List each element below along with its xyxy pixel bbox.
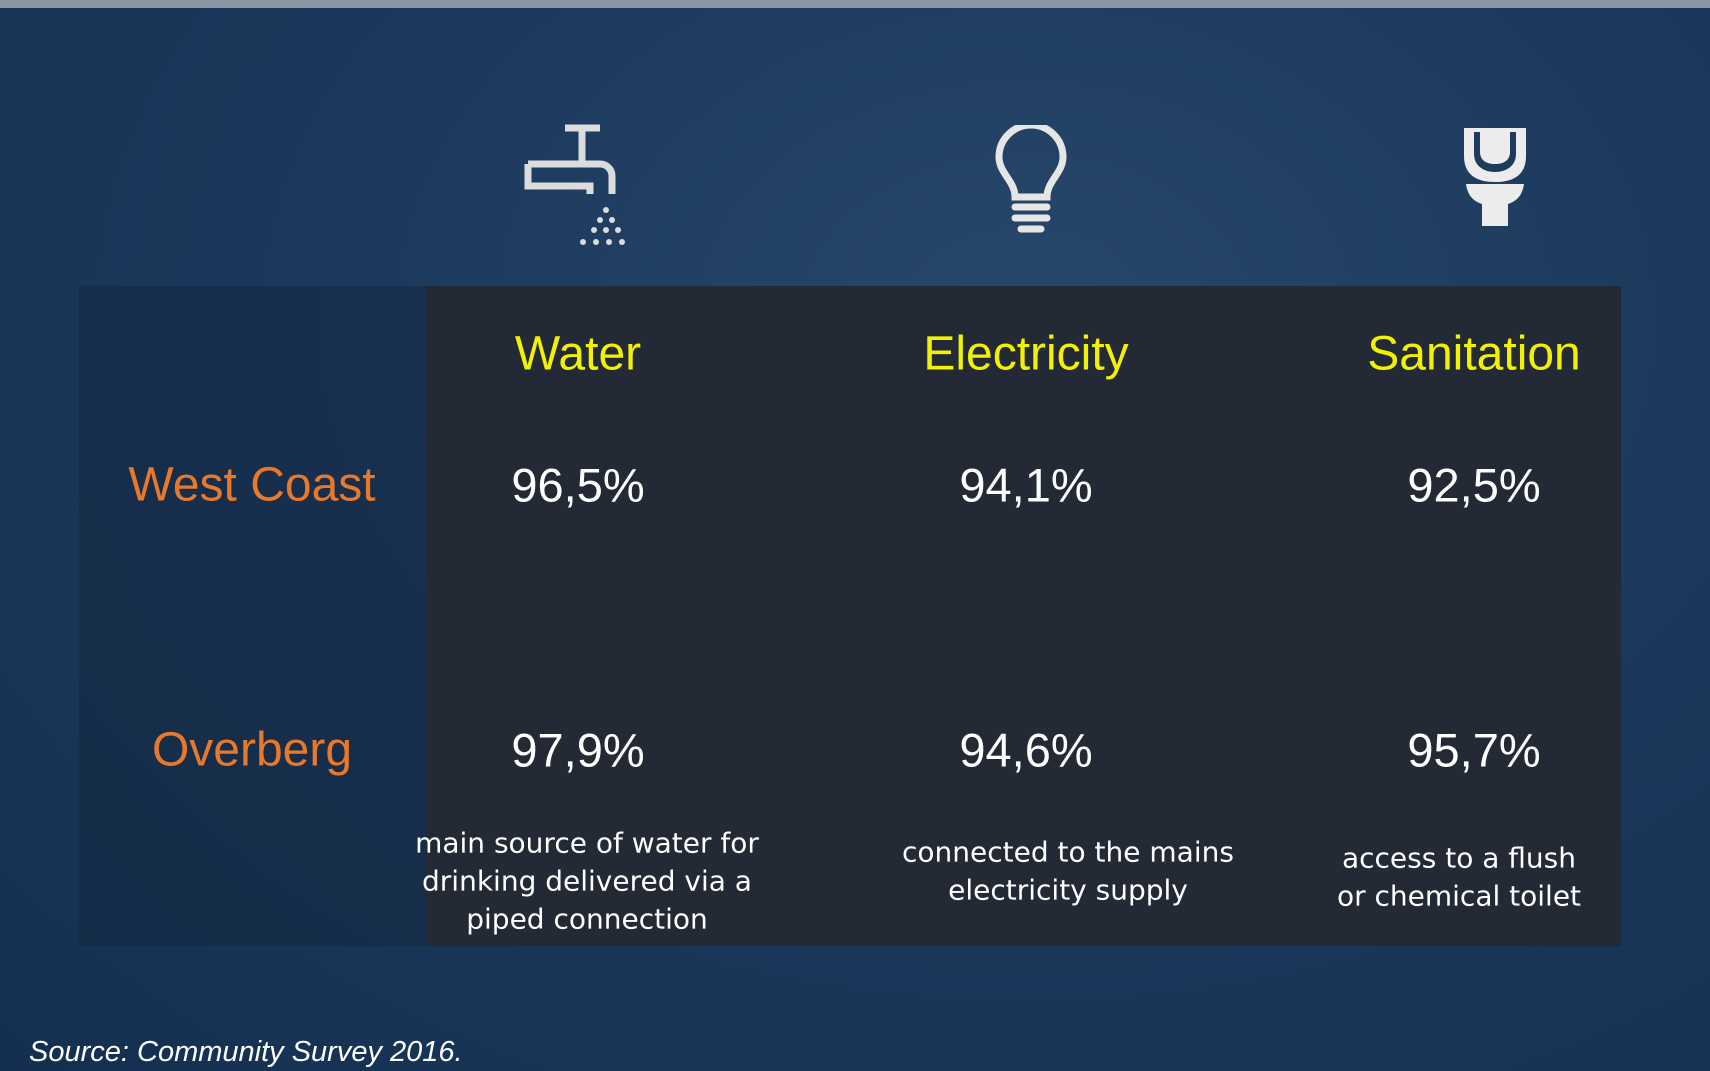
bulb-icon (995, 125, 1067, 237)
top-bar (0, 0, 1710, 8)
column-note: or chemical toilet (1337, 880, 1581, 913)
source-note: Source: Community Survey 2016. (29, 1036, 463, 1069)
cell-value: 94,6% (959, 723, 1092, 778)
row-label: Overberg (152, 723, 352, 778)
column-header: Sanitation (1367, 327, 1581, 382)
column-header: Electricity (923, 327, 1128, 382)
toilet-icon (1460, 126, 1530, 228)
cell-value: 92,5% (1407, 458, 1540, 513)
row-label-panel (79, 286, 426, 946)
column-note: connected to the mains (902, 836, 1234, 869)
column-note: access to a flush (1342, 842, 1576, 875)
cell-value: 95,7% (1407, 723, 1540, 778)
tap-icon (520, 122, 640, 254)
column-note: electricity supply (948, 874, 1188, 907)
slide: Water Electricity Sanitation West Coast 96,5… (0, 0, 1710, 1071)
row-label: West Coast (128, 458, 375, 513)
column-note: main source of water for (415, 827, 759, 860)
cell-value: 94,1% (959, 458, 1092, 513)
cell-value: 97,9% (511, 723, 644, 778)
column-note: drinking delivered via a (422, 865, 752, 898)
column-header: Water (515, 327, 641, 382)
column-note: piped connection (466, 903, 708, 936)
cell-value: 96,5% (511, 458, 644, 513)
